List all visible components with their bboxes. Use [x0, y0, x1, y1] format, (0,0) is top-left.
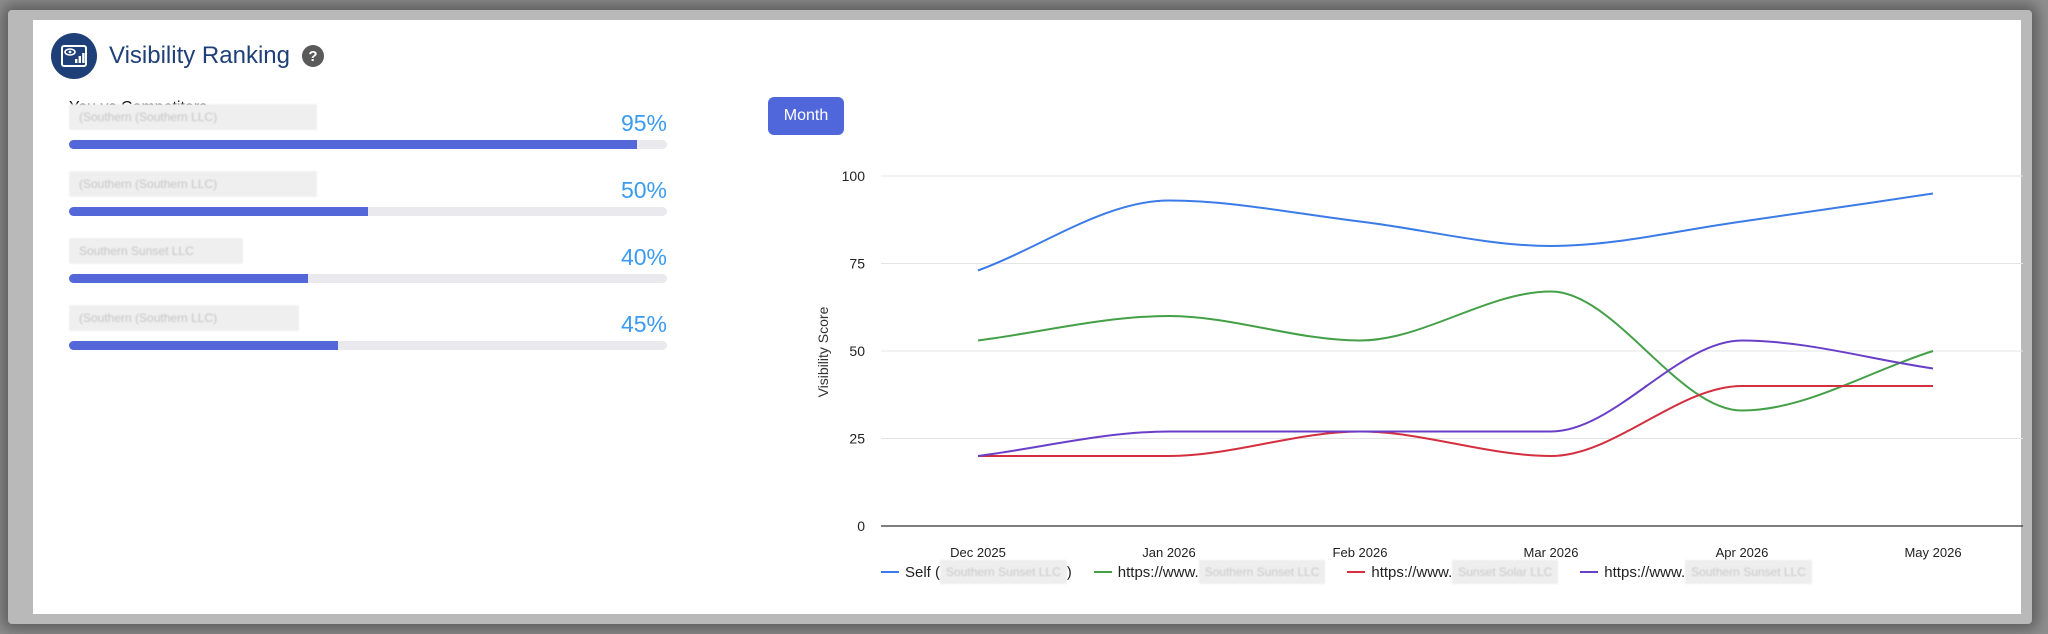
competitor-score: 95% — [620, 110, 667, 136]
y-tick-label: 75 — [849, 256, 865, 272]
legend-label-redacted: Sunset Solar LLC — [1452, 560, 1559, 584]
x-tick-label: Mar 2026 — [1524, 545, 1579, 560]
legend-label-redacted: Southern Sunset LLC — [1685, 560, 1812, 584]
score-progress-fill — [69, 341, 339, 350]
x-tick-label: Feb 2026 — [1333, 545, 1388, 560]
series-line — [977, 339, 1934, 457]
legend-label: Self ( — [905, 563, 941, 581]
legend-label: https://www. — [1371, 563, 1453, 581]
y-tick-label: 0 — [857, 518, 865, 534]
score-progress-bar — [69, 274, 667, 283]
x-tick-label: Jan 2026 — [1142, 545, 1196, 560]
score-progress-fill — [69, 274, 309, 283]
series-line — [977, 192, 1934, 272]
score-progress-bar — [69, 140, 667, 149]
y-tick-label: 100 — [842, 168, 866, 184]
competitor-name: (Southern (Southern LLC) — [69, 171, 317, 197]
legend-label: https://www. — [1604, 563, 1686, 581]
legend-swatch — [1580, 571, 1599, 573]
competitor-name: (Southern (Southern LLC) — [69, 305, 299, 331]
visibility-ranking-card: Visibility Ranking ? You vs Competitors … — [33, 20, 2023, 614]
help-icon[interactable]: ? — [301, 45, 324, 67]
legend-label-suffix: ) — [1066, 563, 1072, 581]
legend-item[interactable]: https://www. Southern Sunset LLC — [1580, 560, 1812, 584]
month-period-button[interactable]: Month — [768, 97, 844, 135]
score-progress-bar — [69, 341, 667, 350]
legend-item[interactable]: https://www. Sunset Solar LLC — [1347, 560, 1559, 584]
competitor-name: (Southern (Southern LLC) — [69, 104, 317, 130]
x-tick-label: Apr 2026 — [1716, 545, 1769, 560]
legend-label: https://www. — [1117, 563, 1199, 581]
score-progress-fill — [69, 140, 638, 149]
competitor-name: Southern Sunset LLC — [69, 238, 243, 264]
visibility-dashboard-icon — [51, 33, 97, 79]
legend-swatch — [881, 571, 899, 573]
competitor-score: 45% — [620, 311, 667, 337]
score-progress-bar — [69, 207, 667, 216]
page-title: Visibility Ranking — [109, 42, 290, 69]
y-tick-label: 50 — [849, 343, 865, 359]
series-line — [978, 384, 1933, 458]
legend-item[interactable]: Self (Southern Sunset LLC) — [881, 560, 1072, 584]
y-axis-label: Visibility Score — [815, 306, 831, 397]
x-tick-label: May 2026 — [1904, 545, 1961, 560]
visibility-score-chart: 0 25 50 75 100 Dec 2025 Jan 2026 Feb 2026 Mar 20… — [815, 168, 2023, 560]
series-line — [977, 290, 1934, 412]
chart-legend: Self (Southern Sunset LLC) https://www. So… — [881, 560, 1834, 584]
legend-label-redacted: Southern Sunset LLC — [1198, 560, 1326, 584]
legend-swatch — [1093, 571, 1112, 573]
competitor-score: 40% — [620, 244, 667, 270]
x-tick-label: Dec 2025 — [950, 545, 1006, 560]
legend-swatch — [1347, 571, 1366, 573]
legend-label-redacted: Southern Sunset LLC — [940, 560, 1067, 584]
competitor-score: 50% — [620, 177, 667, 203]
card-header: Visibility Ranking ? — [51, 32, 324, 80]
legend-item[interactable]: https://www. Southern Sunset LLC — [1093, 560, 1326, 584]
score-progress-fill — [69, 207, 368, 216]
y-tick-label: 25 — [849, 431, 865, 447]
